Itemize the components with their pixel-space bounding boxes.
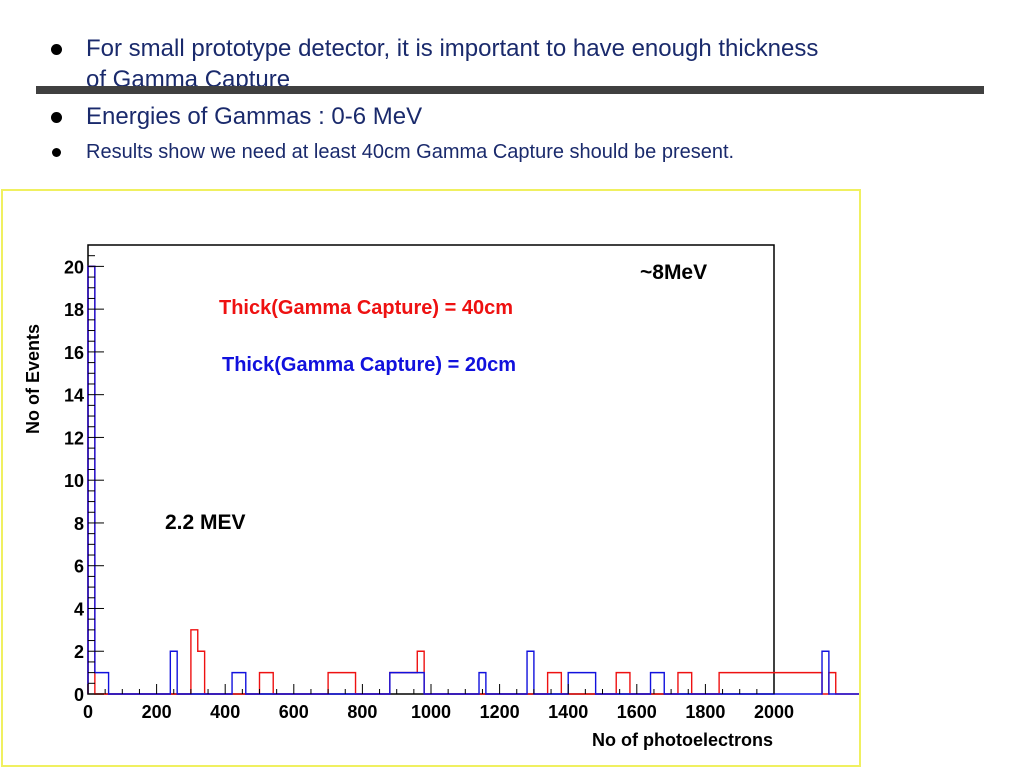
x-tick-label: 2000	[754, 702, 794, 722]
y-tick-label: 0	[74, 685, 84, 705]
x-axis-label: No of photoelectrons	[592, 730, 773, 750]
divider-rule	[36, 86, 984, 94]
y-tick-label: 10	[64, 471, 84, 491]
x-tick-label: 1200	[480, 702, 520, 722]
y-tick-label: 20	[64, 257, 84, 277]
x-tick-label: 1800	[685, 702, 725, 722]
bullet-1-line-1: For small prototype detector, it is impo…	[86, 35, 819, 62]
series-40cm-histogram	[87, 265, 1024, 695]
y-axis-label: No of Events	[23, 324, 43, 434]
bullet-2-text: Energies of Gammas : 0-6 MeV	[86, 103, 423, 130]
bullet-3-text: Results show we need at least 40cm Gamma…	[86, 141, 735, 163]
x-tick-label: 400	[210, 702, 240, 722]
x-tick-label: 1600	[617, 702, 657, 722]
histogram-chart: 0 200 400 600 800 1000 1200 1400 1600 1800 2000 0 2 4…	[23, 244, 1024, 750]
x-tick-label: 1000	[411, 702, 451, 722]
annotation-40cm: Thick(Gamma Capture) = 40cm	[219, 297, 513, 319]
chart-frame: 0 200 400 600 800 1000 1200 1400 1600 1800 2000 0 2 4…	[1, 189, 1024, 767]
y-tick-label: 18	[64, 300, 84, 320]
y-tick-label: 14	[64, 386, 84, 406]
y-tick-label: 4	[74, 599, 84, 619]
x-tick-label: 200	[142, 702, 172, 722]
x-tick-label: 800	[347, 702, 377, 722]
y-tick-label: 16	[64, 343, 84, 363]
series-20cm-histogram	[87, 265, 1024, 695]
y-tick-label: 12	[64, 428, 84, 448]
annotation-2-2mev: 2.2 MEV	[165, 511, 246, 534]
bullet-dot	[52, 148, 61, 157]
bullet-dot	[51, 44, 62, 55]
x-tick-label: 0	[83, 702, 93, 722]
x-tick-label: 600	[279, 702, 309, 722]
y-tick-label: 8	[74, 514, 84, 534]
annotation-8mev: ~8MeV	[640, 261, 707, 284]
x-tick-label: 1400	[548, 702, 588, 722]
bullet-dot	[51, 112, 62, 123]
y-tick-label: 2	[74, 642, 84, 662]
y-tick-label: 6	[74, 557, 84, 577]
annotation-20cm: Thick(Gamma Capture) = 20cm	[222, 354, 516, 376]
